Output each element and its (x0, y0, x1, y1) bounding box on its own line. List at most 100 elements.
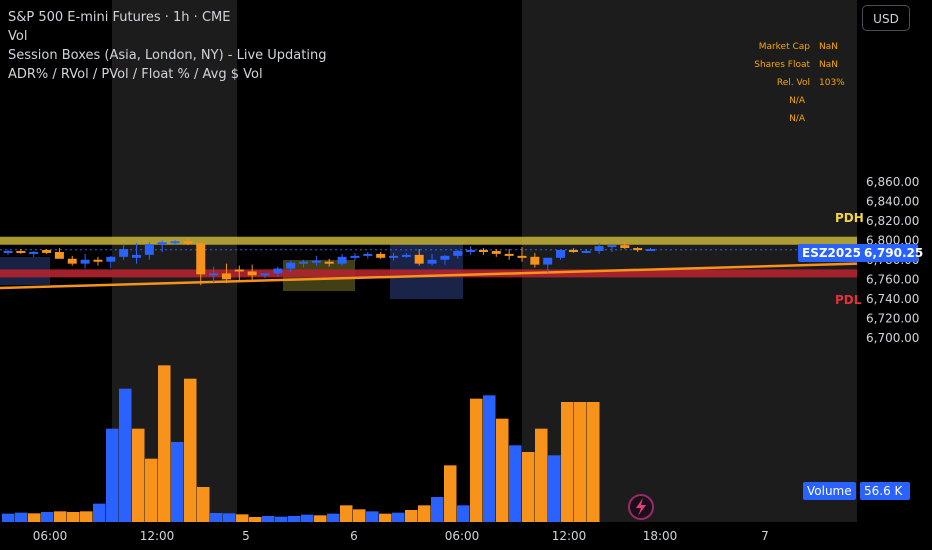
volume-bar (41, 512, 54, 522)
volume-tag-value: 56.6 K (860, 482, 910, 500)
candle-body (106, 256, 116, 262)
stats-key: N/A (789, 96, 805, 106)
candle (478, 248, 488, 255)
candlestick-series (3, 238, 655, 286)
volume-bar (561, 402, 574, 522)
candle-body (144, 244, 154, 255)
volume-bar (418, 505, 431, 522)
candle-body (491, 250, 501, 254)
price-tick-label: 6,700.00 (866, 331, 919, 345)
stats-table: Market Cap NaN Shares Float NaN Rel. Vol… (738, 38, 858, 128)
candle (170, 240, 180, 246)
time-tick-label: 06:00 (33, 529, 68, 543)
candle (324, 258, 334, 267)
candle (234, 265, 244, 283)
candle-body (376, 253, 386, 258)
volume-bar (262, 516, 275, 522)
volume-tag-text: Volume (807, 484, 852, 498)
candle-body (568, 250, 578, 252)
pdh-label-text: PDH (835, 211, 864, 225)
candle-body (80, 259, 90, 264)
indicator-adr[interactable]: ADR% / RVol / PVol / Float % / Avg $ Vol (8, 67, 263, 82)
candle (376, 251, 386, 259)
candle-body (504, 253, 514, 256)
candle (157, 240, 167, 252)
chart-legend: S&P 500 E-mini Futures · 1h · CME Vol Se… (8, 8, 326, 84)
candle (646, 248, 655, 252)
candle (543, 257, 553, 273)
replay-marker[interactable] (628, 494, 654, 520)
candle-body (29, 251, 39, 254)
candle-body (389, 255, 398, 258)
candle (350, 252, 360, 261)
candle-body (170, 241, 180, 244)
symbol-price-tag: ESZ2025 (798, 244, 865, 262)
symbol-tag-label: ESZ2025 (802, 246, 861, 260)
candle-body (234, 269, 244, 272)
price-tick-label: 6,860.00 (866, 175, 919, 189)
volume-bar (509, 445, 522, 522)
candle-body (54, 251, 64, 259)
candle (119, 244, 129, 260)
candle (389, 252, 398, 261)
pdl-line (0, 269, 857, 278)
volume-bar (327, 513, 340, 522)
candle-body (93, 259, 103, 262)
time-tick-label: 06:00 (445, 529, 480, 543)
time-tick-label: 12:00 (552, 529, 587, 543)
volume-bar (470, 398, 483, 522)
currency-button[interactable]: USD (862, 5, 910, 31)
candle-body (209, 273, 219, 276)
volume-bar (67, 512, 80, 522)
candle (607, 245, 617, 252)
candle-body (620, 245, 630, 249)
stats-key: Rel. Vol (776, 78, 810, 88)
candle-body (453, 250, 463, 256)
volume-bar (587, 402, 600, 522)
volume-bar (405, 510, 418, 522)
candle (16, 249, 26, 254)
candle (466, 246, 476, 255)
candle-body (260, 273, 270, 276)
candle (54, 248, 64, 259)
volume-bar (223, 513, 236, 522)
price-tick-label: 6,740.00 (866, 292, 919, 306)
candle (568, 248, 578, 253)
pdh-label: PDH (831, 209, 868, 227)
indicator-vol[interactable]: Vol (8, 29, 28, 44)
stats-value: NaN (819, 60, 838, 70)
volume-bar (145, 458, 158, 522)
candle (93, 256, 103, 266)
stats-key: Shares Float (754, 60, 810, 70)
candle-body (16, 250, 26, 253)
volume-bars (2, 365, 600, 522)
time-tick-label: 5 (242, 529, 250, 543)
stats-value: 103% (819, 78, 845, 88)
time-tick-label: 12:00 (140, 529, 175, 543)
symbol-title[interactable]: S&P 500 E-mini Futures · 1h · CME (8, 10, 231, 25)
stats-row-na: N/A (738, 92, 858, 110)
candle-body (478, 250, 488, 252)
time-axis: 06:00 12:00 5 6 06:00 12:00 18:00 7 (33, 529, 769, 543)
pdl-label: PDL (831, 291, 865, 309)
candle-body (363, 253, 373, 256)
candle-body (183, 241, 193, 245)
stats-row-na: N/A (738, 110, 858, 128)
candle (183, 238, 193, 246)
candle (273, 266, 283, 278)
volume-bar (93, 503, 106, 522)
lightning-glyph (636, 498, 646, 516)
volume-bar (574, 402, 587, 522)
indicator-session-boxes[interactable]: Session Boxes (Asia, London, NY) - Live … (8, 48, 327, 63)
candle (286, 260, 296, 273)
candle (491, 249, 501, 257)
last-price-tag: 6,790.25 (860, 244, 923, 262)
candle (221, 263, 231, 284)
pdh-line (0, 236, 857, 245)
volume-tag-number: 56.6 K (864, 484, 903, 498)
candle-body (401, 254, 411, 257)
volume-bar (483, 395, 496, 522)
candle (363, 251, 373, 259)
candle (504, 249, 514, 260)
candle-body (42, 250, 52, 253)
